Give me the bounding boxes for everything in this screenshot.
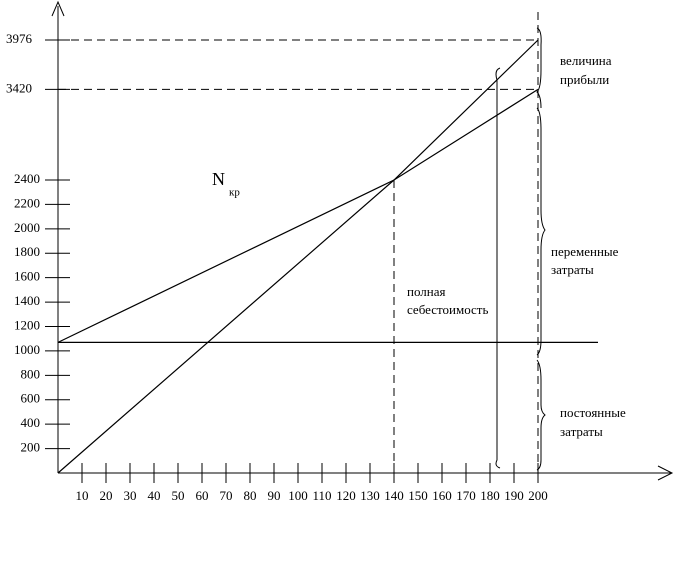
x-tick-label: 150 bbox=[408, 488, 428, 503]
breakeven-subscript: кр bbox=[229, 187, 240, 199]
x-tick-label: 140 bbox=[384, 488, 404, 503]
x-tick-label: 160 bbox=[432, 488, 452, 503]
y-tick-label: 200 bbox=[21, 440, 41, 455]
y-tick-label: 2000 bbox=[14, 220, 40, 235]
profit-label: прибыли bbox=[560, 72, 609, 87]
bracket bbox=[495, 67, 501, 469]
y-tick-label: 2400 bbox=[14, 171, 40, 186]
x-tick-label: 200 bbox=[528, 488, 548, 503]
variable-label: затраты bbox=[551, 262, 594, 277]
y-tick-label: 3976 bbox=[6, 31, 33, 46]
y-tick-label: 3420 bbox=[6, 80, 32, 95]
x-tick-label: 190 bbox=[504, 488, 524, 503]
x-tick-label: 180 bbox=[480, 488, 500, 503]
x-tick-label: 70 bbox=[220, 488, 233, 503]
brace-profit bbox=[536, 27, 542, 109]
y-tick-label: 1000 bbox=[14, 342, 40, 357]
y-arrow bbox=[51, 0, 65, 17]
profit-label: величина bbox=[560, 53, 612, 68]
brace-fixed bbox=[536, 359, 546, 471]
y-tick-label: 1200 bbox=[14, 317, 40, 332]
x-tick-label: 20 bbox=[100, 488, 113, 503]
x-tick-label: 30 bbox=[124, 488, 137, 503]
y-tick-label: 600 bbox=[21, 391, 41, 406]
x-tick-label: 40 bbox=[148, 488, 161, 503]
y-tick-label: 2200 bbox=[14, 195, 40, 210]
y-tick-label: 1400 bbox=[14, 293, 40, 308]
x-tick-label: 90 bbox=[268, 488, 281, 503]
brace-variable bbox=[536, 107, 546, 356]
y-tick-label: 1800 bbox=[14, 244, 40, 259]
x-tick-label: 60 bbox=[196, 488, 209, 503]
x-tick-label: 80 bbox=[244, 488, 257, 503]
full-cost-label: себестоимость bbox=[407, 302, 488, 317]
x-tick-label: 10 bbox=[76, 488, 89, 503]
x-tick-label: 120 bbox=[336, 488, 356, 503]
x-arrow bbox=[657, 465, 674, 481]
x-tick-label: 170 bbox=[456, 488, 476, 503]
fixed-label: затраты bbox=[560, 424, 603, 439]
x-tick-label: 110 bbox=[312, 488, 331, 503]
fixed-label: постоянные bbox=[560, 405, 626, 420]
series-line bbox=[57, 39, 539, 474]
full-cost-label: полная bbox=[407, 284, 446, 299]
y-tick-label: 1600 bbox=[14, 269, 40, 284]
y-tick-label: 400 bbox=[21, 415, 41, 430]
breakeven-label: N bbox=[212, 169, 225, 189]
series-line bbox=[57, 88, 539, 343]
x-tick-label: 50 bbox=[172, 488, 185, 503]
x-tick-label: 100 bbox=[288, 488, 308, 503]
x-tick-label: 130 bbox=[360, 488, 380, 503]
y-tick-label: 800 bbox=[21, 366, 41, 381]
variable-label: переменные bbox=[551, 244, 619, 259]
